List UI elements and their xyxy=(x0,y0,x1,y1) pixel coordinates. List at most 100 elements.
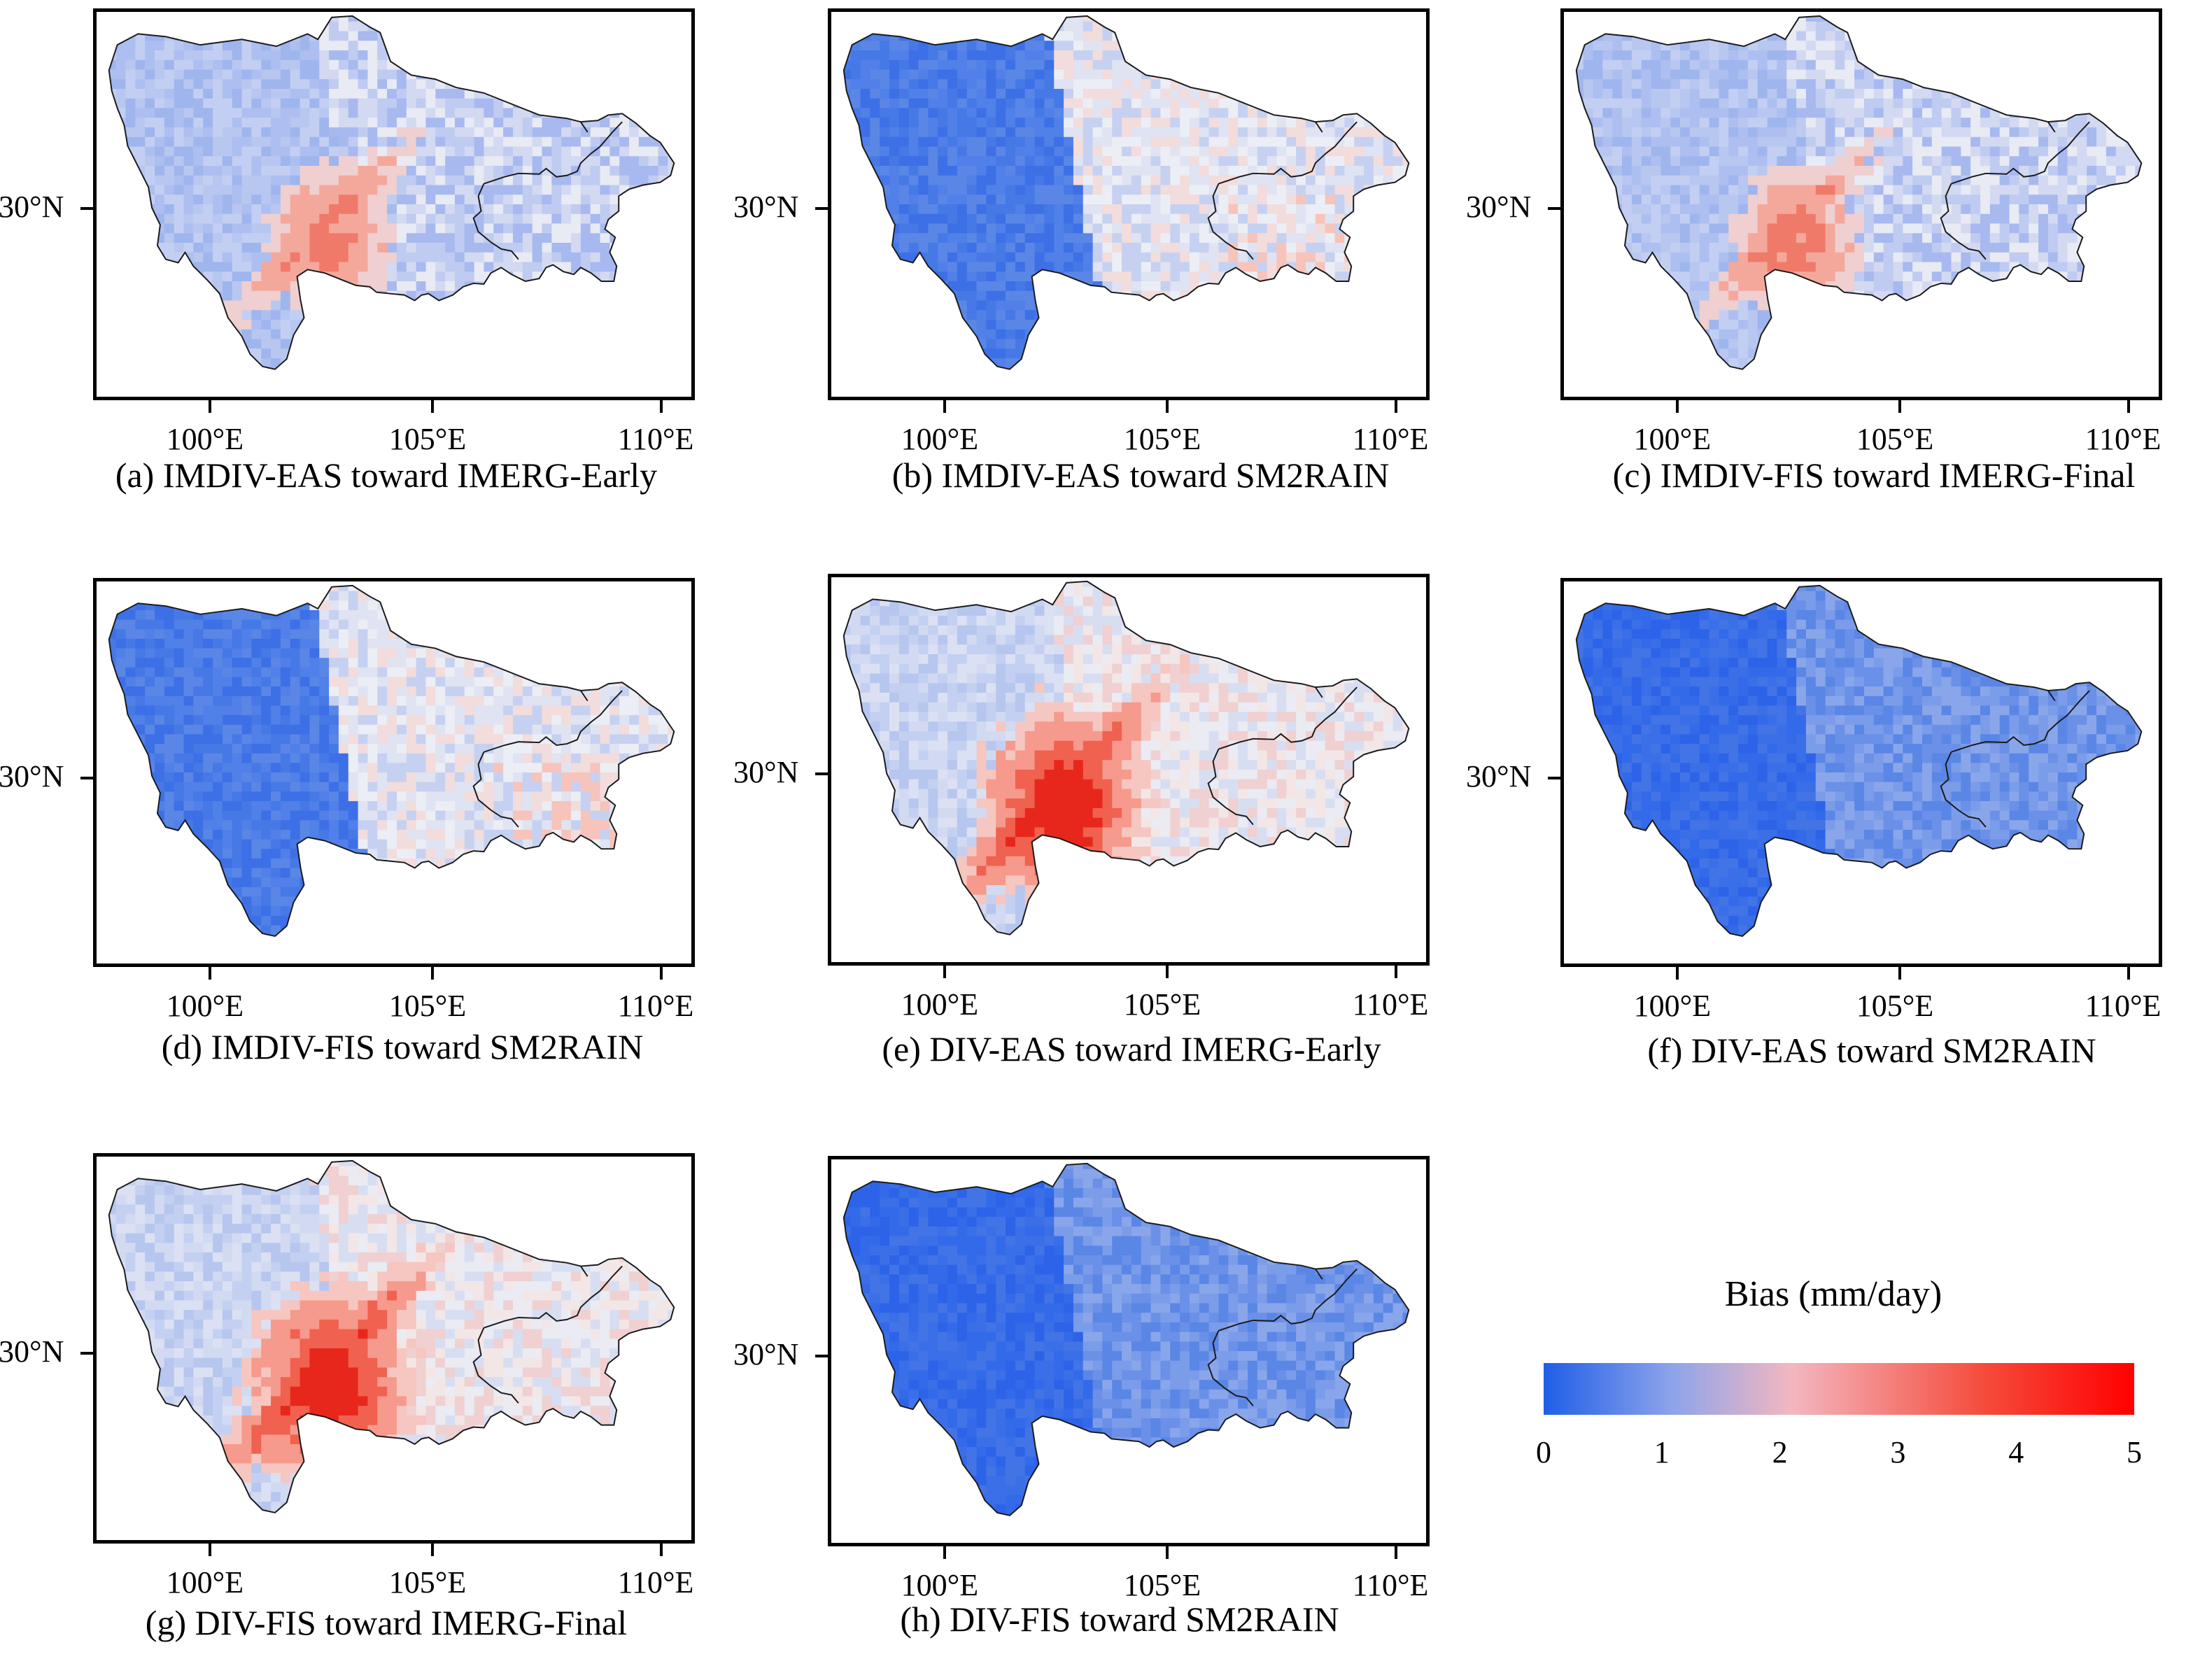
x-tick xyxy=(1165,1546,1169,1559)
y-tick xyxy=(815,772,828,775)
province-outline xyxy=(842,15,1410,370)
x-tick-label: 110°E xyxy=(618,421,694,457)
inner-boundary xyxy=(1207,1268,1358,1406)
province-outline xyxy=(108,1159,675,1513)
x-tick xyxy=(1675,400,1679,413)
inner-boundary xyxy=(1940,121,2090,260)
x-tick-label: 100°E xyxy=(167,1565,244,1600)
province-outline xyxy=(108,15,675,370)
x-tick xyxy=(1394,1546,1397,1559)
bias-map xyxy=(1575,15,2143,370)
x-tick xyxy=(1394,400,1397,413)
panel-caption: (e) DIV-EAS toward IMERG-Early xyxy=(810,1029,1453,1069)
x-tick-label: 105°E xyxy=(389,421,466,457)
x-tick xyxy=(208,400,211,413)
province-outline xyxy=(842,580,1410,936)
bias-raster xyxy=(843,1163,1409,1516)
bias-raster xyxy=(843,581,1409,935)
bias-raster xyxy=(108,585,675,936)
map-frame xyxy=(828,8,1430,400)
province-outline xyxy=(842,1162,1410,1516)
x-tick-label: 105°E xyxy=(1856,988,1933,1024)
x-tick-label: 110°E xyxy=(618,988,694,1024)
map-frame xyxy=(93,1153,695,1544)
map-frame xyxy=(828,1156,1430,1546)
x-tick-label: 110°E xyxy=(1353,421,1429,457)
y-tick xyxy=(1548,207,1560,210)
bias-map xyxy=(842,1162,1410,1516)
panel-caption: (g) DIV-FIS toward IMERG-Final xyxy=(64,1602,708,1643)
x-tick-label: 110°E xyxy=(1353,987,1429,1022)
inner-boundary xyxy=(1207,686,1358,826)
panel-caption: (c) IMDIV-FIS toward IMERG-Final xyxy=(1552,455,2186,495)
bias-raster xyxy=(108,1160,675,1513)
legend-tick-label: 4 xyxy=(2008,1434,2024,1470)
y-tick-label: 30°N xyxy=(0,1334,64,1369)
y-tick xyxy=(815,207,828,210)
province-outline xyxy=(1575,584,2143,938)
x-tick xyxy=(430,967,434,980)
legend-tick-label: 1 xyxy=(1654,1434,1670,1470)
bias-map xyxy=(108,1159,675,1513)
x-tick-label: 105°E xyxy=(1856,421,1933,457)
y-tick-label: 30°N xyxy=(1466,189,1531,225)
x-tick xyxy=(659,400,663,413)
inner-boundary xyxy=(1207,121,1358,260)
map-frame xyxy=(1560,578,2162,967)
panel-caption: (d) IMDIV-FIS toward SM2RAIN xyxy=(80,1026,724,1067)
x-tick-label: 105°E xyxy=(1124,1567,1201,1603)
x-tick xyxy=(430,400,434,413)
map-frame xyxy=(93,578,695,967)
bias-map xyxy=(1575,584,2143,938)
x-tick xyxy=(1165,966,1169,978)
panel-caption: (f) DIV-EAS toward SM2RAIN xyxy=(1550,1030,2186,1071)
inner-boundary xyxy=(472,690,623,828)
x-tick xyxy=(430,1544,434,1556)
x-tick xyxy=(943,966,946,978)
x-tick xyxy=(943,1546,946,1559)
colorbar-legend: Bias (mm/day) 0 1 2 3 4 5 xyxy=(1532,1273,2142,1483)
y-tick xyxy=(80,1352,93,1355)
bias-raster xyxy=(1576,585,2142,936)
y-tick-label: 30°N xyxy=(0,189,64,225)
legend-tick-label: 0 xyxy=(1536,1434,1551,1470)
bias-map xyxy=(108,584,675,938)
inner-boundary xyxy=(1940,690,2090,828)
panel-caption: (b) IMDIV-EAS toward SM2RAIN xyxy=(819,455,1462,495)
x-tick-label: 100°E xyxy=(1634,988,1711,1024)
y-tick xyxy=(1548,777,1560,779)
x-tick xyxy=(943,400,946,413)
legend-tick-label: 3 xyxy=(1890,1434,1905,1470)
x-tick xyxy=(1898,400,1901,413)
bias-map xyxy=(842,580,1410,936)
y-tick-label: 30°N xyxy=(733,754,798,790)
x-tick xyxy=(1675,967,1679,980)
bias-map xyxy=(842,15,1410,370)
legend-title: Bias (mm/day) xyxy=(1532,1273,2134,1315)
x-tick-label: 105°E xyxy=(1124,987,1201,1022)
x-tick xyxy=(208,1544,211,1556)
y-tick xyxy=(80,207,93,210)
map-frame xyxy=(93,8,695,400)
province-outline xyxy=(108,584,675,938)
bias-raster xyxy=(108,15,675,369)
x-tick-label: 110°E xyxy=(2085,988,2162,1024)
x-tick-label: 100°E xyxy=(167,421,244,457)
y-tick-label: 30°N xyxy=(1466,758,1531,794)
x-tick xyxy=(1394,966,1397,978)
y-tick xyxy=(815,1355,828,1357)
bias-raster xyxy=(843,15,1409,369)
x-tick-label: 100°E xyxy=(901,987,978,1022)
x-tick-label: 100°E xyxy=(901,1567,978,1603)
x-tick xyxy=(2127,967,2130,980)
inner-boundary xyxy=(472,121,623,260)
x-tick xyxy=(208,967,211,980)
y-tick-label: 30°N xyxy=(733,1336,798,1372)
panel-caption: (a) IMDIV-EAS toward IMERG-Early xyxy=(64,455,708,495)
legend-tick-label: 5 xyxy=(2127,1434,2142,1470)
x-tick xyxy=(659,967,663,980)
legend-tick-label: 2 xyxy=(1772,1434,1788,1470)
y-tick-label: 30°N xyxy=(733,189,798,225)
colorbar xyxy=(1544,1363,2134,1415)
map-frame xyxy=(828,574,1430,966)
